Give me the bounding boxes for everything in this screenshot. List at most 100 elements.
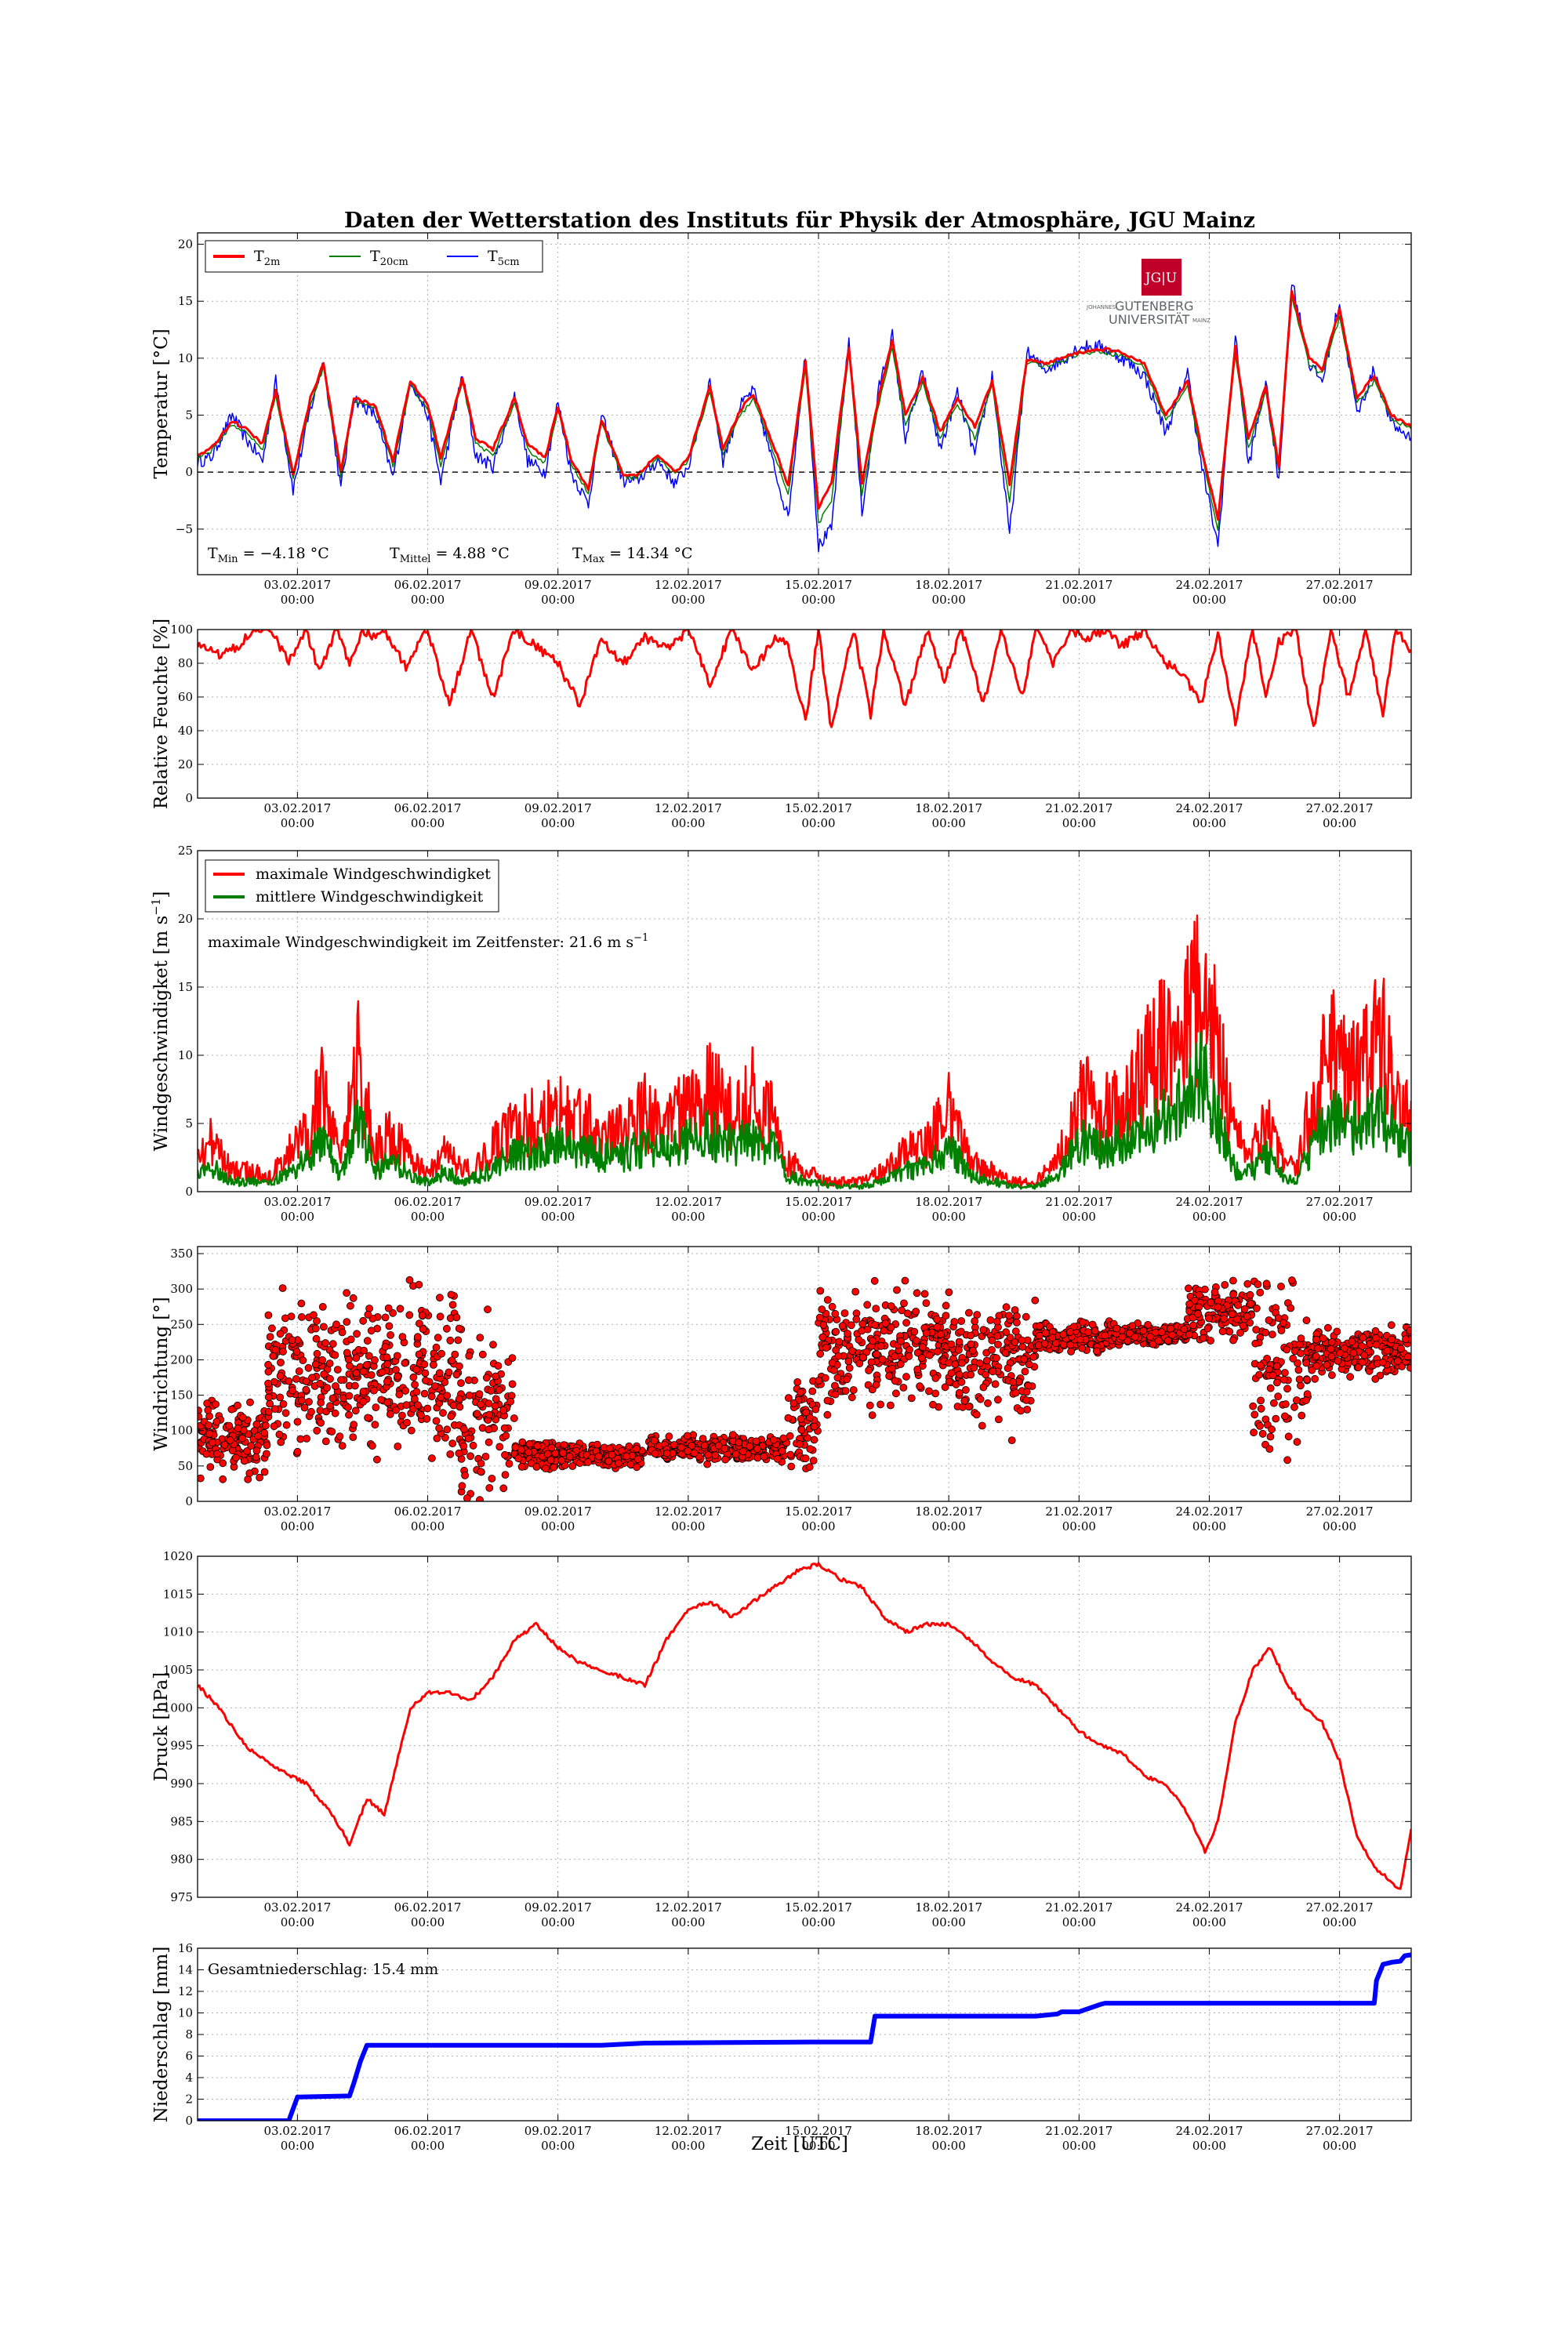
scatter-point (484, 1305, 492, 1314)
scatter-point (499, 1406, 508, 1414)
x-axis-label: Zeit [UTC] (751, 2134, 848, 2154)
scatter-point (967, 1370, 975, 1379)
scatter-point (898, 1306, 906, 1315)
scatter-point (967, 1331, 975, 1340)
scatter-point (1297, 1349, 1305, 1357)
scatter-point (979, 1326, 988, 1334)
scatter-point (489, 1341, 497, 1348)
xtick-time-5: 00:00 (932, 593, 966, 607)
scatter-point (252, 1446, 261, 1455)
scatter-point (1295, 1375, 1304, 1384)
scatter-point (347, 1335, 355, 1344)
scatter-point (1023, 1406, 1031, 1414)
axes-frame-dir (197, 1246, 1412, 1502)
scatter-point (333, 1366, 342, 1374)
ytick-label-1: 2 (185, 2092, 193, 2107)
xtick-time-4: 00:00 (801, 593, 835, 607)
ytick-label-9: 1020 (163, 1549, 193, 1563)
scatter-point (900, 1299, 908, 1308)
scatter-point (403, 1418, 411, 1427)
xtick-date-3: 12.02.2017 (655, 801, 722, 815)
scatter-point (1189, 1313, 1197, 1322)
scatter-point (427, 1392, 436, 1401)
scatter-point (969, 1346, 977, 1355)
scatter-point (422, 1376, 430, 1385)
scatter-point (412, 1388, 421, 1396)
scatter-point (1319, 1334, 1327, 1342)
legend-label-1: T20cm (370, 248, 408, 268)
scatter-point (372, 1455, 381, 1464)
scatter-point (511, 1443, 520, 1451)
scatter-point (1126, 1329, 1134, 1338)
scatter-point (690, 1449, 699, 1457)
scatter-point (465, 1392, 474, 1399)
ytick-label-3: 6 (185, 2049, 193, 2063)
xtick-time-2: 00:00 (541, 2139, 575, 2153)
scatter-point (809, 1457, 818, 1465)
stat-mean: TMittel = 4.88 °C (390, 545, 510, 565)
scatter-point (934, 1347, 942, 1356)
scatter-point (955, 1370, 964, 1379)
scatter-point (411, 1395, 419, 1403)
scatter-point (858, 1353, 867, 1362)
scatter-point (264, 1379, 273, 1388)
scatter-point (1303, 1390, 1312, 1399)
scatter-point (452, 1370, 461, 1379)
scatter-point (381, 1343, 390, 1351)
scatter-point (1040, 1340, 1049, 1348)
ytick-label-8: 16 (178, 1941, 193, 1955)
scatter-point (260, 1428, 269, 1437)
scatter-point (418, 1312, 426, 1319)
scatter-point (1189, 1321, 1197, 1330)
scatter-point (319, 1323, 328, 1331)
scatter-point (877, 1400, 884, 1409)
scatter-point (328, 1340, 337, 1348)
scatter-point (838, 1322, 847, 1330)
legend-box (205, 240, 543, 273)
scatter-point (302, 1377, 310, 1385)
xtick-date-6: 21.02.2017 (1045, 1504, 1112, 1519)
ytick-label-2: 40 (178, 724, 193, 738)
scatter-point (1185, 1330, 1193, 1339)
scatter-point (501, 1450, 509, 1459)
scatter-point (466, 1452, 474, 1461)
scatter-point (931, 1389, 940, 1398)
scatter-point (481, 1453, 490, 1461)
axes-frame-temp (197, 232, 1412, 575)
xtick-date-2: 09.02.2017 (524, 1504, 592, 1519)
ytick-label-2: 985 (170, 1814, 193, 1828)
scatter-point (262, 1421, 270, 1430)
scatter-point (988, 1346, 996, 1354)
scatter-point (407, 1426, 416, 1435)
scatter-point (1205, 1314, 1213, 1323)
scatter-point (532, 1463, 541, 1471)
xtick-date-0: 03.02.2017 (263, 1900, 331, 1915)
scatter-point (323, 1384, 332, 1392)
scatter-point (1031, 1296, 1040, 1305)
scatter-point (448, 1301, 457, 1309)
scatter-point (443, 1425, 452, 1434)
scatter-point (477, 1459, 485, 1468)
scatter-point (945, 1288, 953, 1297)
scatter-point (264, 1311, 273, 1319)
scatter-point (514, 1454, 523, 1463)
series-rh (198, 630, 1411, 728)
scatter-point (1051, 1339, 1060, 1348)
scatter-point (1228, 1310, 1236, 1319)
scatter-point (1020, 1355, 1028, 1363)
scatter-point (318, 1303, 327, 1311)
scatter-point (359, 1316, 368, 1325)
scatter-point (665, 1432, 673, 1441)
scatter-point (988, 1336, 996, 1345)
scatter-point (831, 1381, 839, 1390)
scatter-point (918, 1343, 927, 1352)
scatter-point (1180, 1325, 1189, 1334)
scatter-point (350, 1421, 358, 1428)
scatter-point (925, 1351, 934, 1359)
xtick-time-4: 00:00 (801, 816, 835, 830)
xtick-date-2: 09.02.2017 (524, 578, 592, 592)
scatter-point (205, 1429, 214, 1438)
scatter-point (951, 1360, 960, 1368)
xtick-date-6: 21.02.2017 (1045, 578, 1112, 592)
scatter-point (1257, 1396, 1265, 1405)
